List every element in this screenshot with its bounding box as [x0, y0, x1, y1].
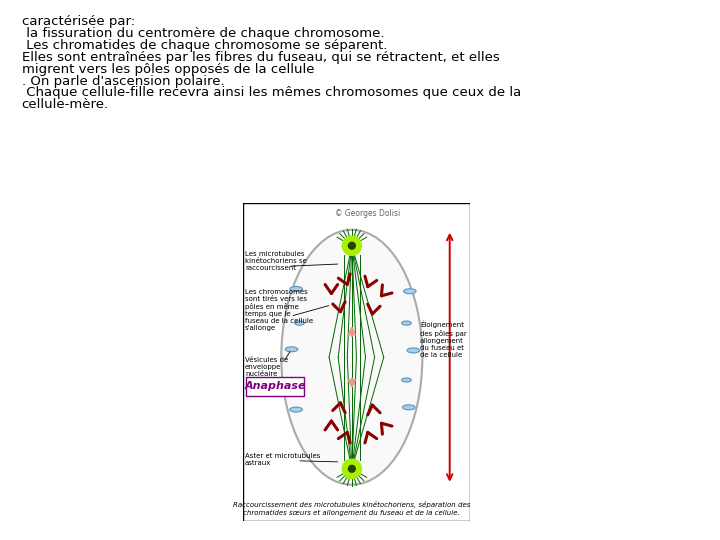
Text: . On parle d'ascension polaire.: . On parle d'ascension polaire. — [22, 75, 224, 87]
Circle shape — [348, 242, 355, 249]
Ellipse shape — [294, 378, 305, 382]
Text: Elles sont entraînées par les fibres du fuseau, qui se rétractent, et elles: Elles sont entraînées par les fibres du … — [22, 51, 500, 64]
Bar — [246, 376, 304, 396]
Circle shape — [348, 465, 355, 472]
Circle shape — [342, 236, 361, 255]
Text: Éloignement
des pôles par
allongement
du fuseau et
de la cellule: Éloignement des pôles par allongement du… — [420, 321, 467, 357]
Ellipse shape — [290, 407, 302, 412]
Text: caractérisée par:: caractérisée par: — [22, 15, 135, 28]
Ellipse shape — [285, 347, 298, 352]
Text: Anaphase: Anaphase — [244, 381, 306, 391]
Ellipse shape — [290, 287, 302, 292]
Text: Les chromosomes
sont tirés vers les
pôles en même
temps que le
fuseau de la cell: Les chromosomes sont tirés vers les pôle… — [245, 289, 313, 331]
Text: Raccourcissement des microtubules kinétochoriens, séparation des
chromatides sœu: Raccourcissement des microtubules kinéto… — [233, 501, 471, 516]
Ellipse shape — [294, 321, 305, 325]
Text: Les chromatides de chaque chromosome se séparent.: Les chromatides de chaque chromosome se … — [22, 39, 387, 52]
Ellipse shape — [402, 321, 411, 325]
Ellipse shape — [402, 405, 415, 410]
Ellipse shape — [402, 378, 411, 382]
Text: Chaque cellule-fille recevra ainsi les mêmes chromosomes que ceux de la: Chaque cellule-fille recevra ainsi les m… — [22, 86, 521, 99]
Circle shape — [342, 459, 361, 478]
Text: Aster et microtubules
astraux: Aster et microtubules astraux — [245, 453, 320, 466]
Text: Vésicules de
enveloppe
nucléaire: Vésicules de enveloppe nucléaire — [245, 357, 288, 377]
Ellipse shape — [282, 230, 423, 485]
Text: Les microtubules
kinétochoriens se
raccourcissent: Les microtubules kinétochoriens se racco… — [245, 252, 307, 272]
Text: © Georges Dolisi: © Georges Dolisi — [335, 210, 400, 218]
Ellipse shape — [407, 348, 420, 353]
Text: cellule-mère.: cellule-mère. — [22, 98, 109, 111]
Text: la fissuration du centromère de chaque chromosome.: la fissuration du centromère de chaque c… — [22, 27, 384, 40]
Text: migrent vers les pôles opposés de la cellule: migrent vers les pôles opposés de la cel… — [22, 63, 314, 76]
Ellipse shape — [404, 289, 416, 294]
